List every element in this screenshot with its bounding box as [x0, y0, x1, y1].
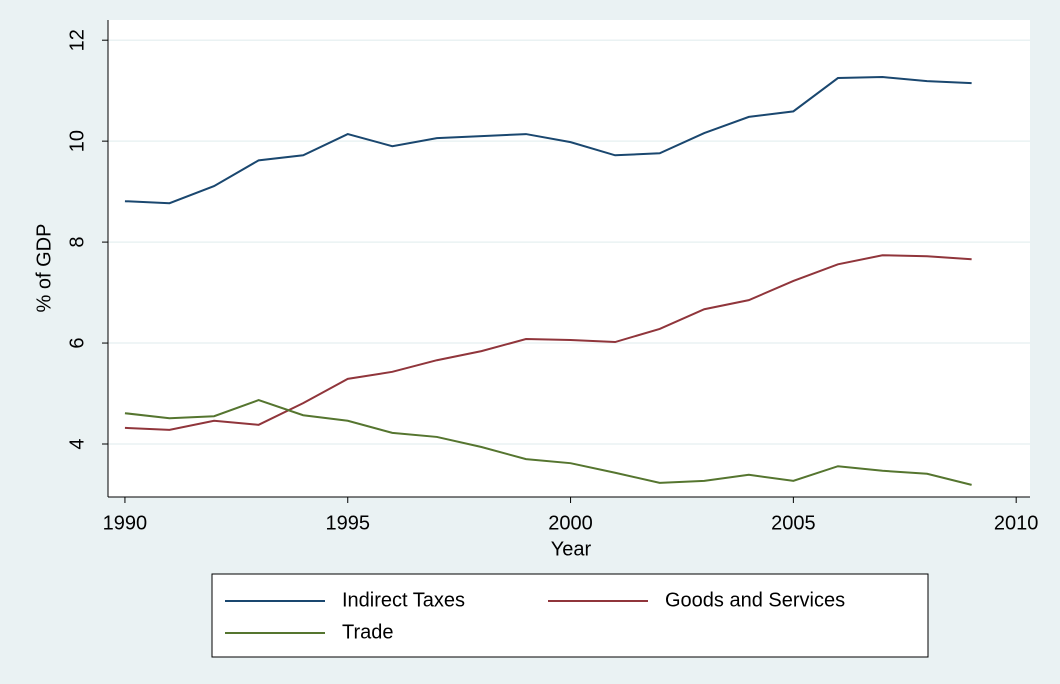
series-line [124, 76, 972, 205]
x-tick-label: 1995 [325, 512, 370, 534]
y-tick-label: 10 [66, 130, 88, 152]
series-line [124, 254, 972, 431]
series-line [124, 399, 972, 486]
y-tick-label: 6 [66, 337, 88, 348]
plot-area [108, 20, 1030, 497]
legend-label: Trade [342, 621, 394, 643]
y-tick-label: 4 [66, 438, 88, 449]
y-tick-label: 8 [66, 237, 88, 248]
x-tick-label: 1990 [103, 512, 148, 534]
x-tick-label: 2010 [994, 512, 1039, 534]
y-tick-label: 12 [66, 29, 88, 51]
x-tick-label: 2005 [771, 512, 816, 534]
legend-box [211, 573, 929, 658]
legend-label: Indirect Taxes [342, 589, 465, 611]
y-axis-title: % of GDP [33, 224, 55, 313]
x-axis-title: Year [551, 538, 592, 560]
legend-label: Goods and Services [665, 589, 845, 611]
x-tick-label: 2000 [548, 512, 593, 534]
